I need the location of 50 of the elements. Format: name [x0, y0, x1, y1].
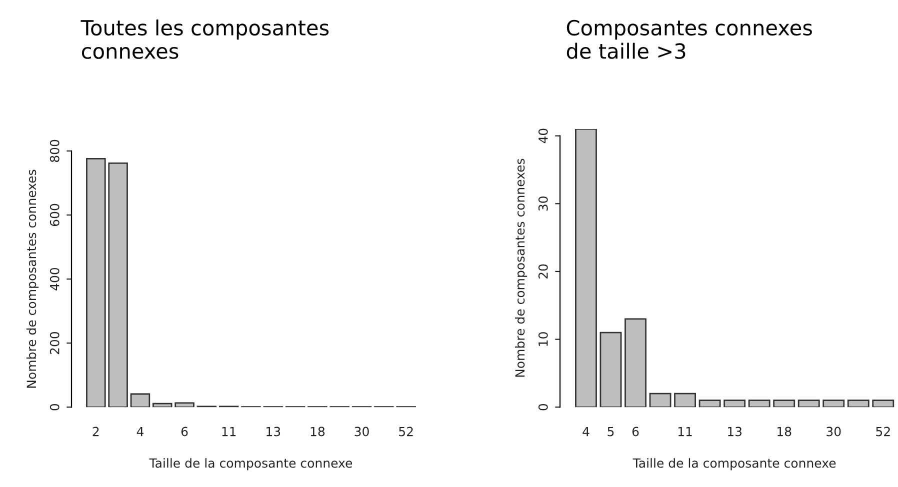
y-tick-label: 20: [538, 264, 548, 279]
bar: [748, 400, 770, 408]
bar: [798, 400, 820, 408]
x-tick-label: 6: [181, 426, 188, 436]
bar: [174, 402, 194, 408]
y-tick-label: 800: [50, 140, 60, 162]
x-axis-title: Taille de la composante connexe: [149, 458, 352, 470]
y-tick-label: 0: [538, 404, 548, 410]
y-tick-label: 200: [50, 332, 60, 354]
bar: [847, 400, 870, 408]
bar: [649, 392, 672, 408]
x-tick-label: 5: [608, 426, 614, 436]
x-tick-label: 6: [632, 426, 639, 436]
x-tick-label: 13: [728, 426, 742, 436]
bar: [822, 400, 845, 408]
bar: [698, 400, 721, 408]
x-tick-label: 30: [354, 426, 369, 436]
y-tick-label: 600: [50, 204, 60, 226]
bar: [674, 392, 696, 408]
bar: [624, 318, 646, 408]
x-tick-label: 52: [399, 426, 413, 436]
x-tick-label: 18: [310, 426, 325, 436]
y-tick-label: 40: [538, 128, 548, 144]
bar: [773, 400, 796, 408]
y-tick-label: 400: [50, 268, 60, 290]
x-tick-label: 4: [136, 426, 144, 436]
bar: [575, 129, 597, 408]
bar: [152, 402, 172, 408]
bar: [86, 158, 106, 408]
y-tick-label: 10: [538, 332, 548, 346]
x-tick-label: 18: [778, 426, 792, 436]
x-tick-label: 2: [92, 426, 99, 436]
y-tick-label: 30: [538, 196, 548, 211]
x-axis-title: Taille de la composante connexe: [632, 458, 836, 470]
bar: [130, 393, 150, 408]
x-tick-label: 4: [582, 426, 590, 436]
bar: [872, 400, 894, 408]
y-axis-title: Nombre de composantes connexes: [514, 158, 528, 377]
y-axis-title: Nombre de composantes connexes: [26, 170, 39, 388]
chart-title: Toutes les composantes connexes: [80, 19, 329, 59]
x-tick-label: 13: [266, 426, 280, 436]
chart-title: Composantes connexes de taille >3: [566, 20, 812, 59]
bar: [724, 400, 746, 408]
x-tick-label: 11: [222, 426, 236, 436]
x-tick-label: 30: [826, 426, 841, 436]
x-tick-label: 52: [876, 426, 890, 436]
x-tick-label: 11: [678, 426, 692, 436]
y-tick-label: 0: [50, 404, 60, 410]
bar: [600, 332, 622, 408]
bar: [108, 162, 128, 408]
